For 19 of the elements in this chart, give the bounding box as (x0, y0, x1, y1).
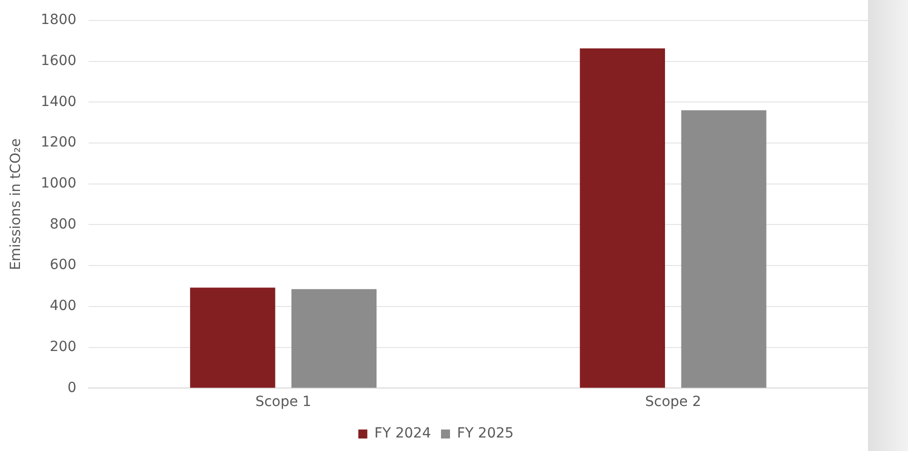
bar (681, 110, 766, 388)
y-tick-label: 800 (50, 216, 76, 232)
legend-label: FY 2024 (374, 426, 432, 442)
x-tick-label: Scope 1 (255, 394, 312, 410)
y-tick-label: 1000 (40, 176, 76, 192)
y-tick-label: 1600 (40, 52, 76, 69)
y-tick-label: 400 (50, 298, 76, 314)
y-tick-label: 200 (50, 338, 76, 355)
bar (291, 289, 377, 388)
x-tick-label: Scope 2 (645, 394, 702, 410)
y-tick-label: 600 (50, 257, 76, 274)
y-tick-label: 0 (68, 380, 76, 396)
bar (580, 48, 665, 388)
y-axis-title: Emissions in tCO₂e (8, 138, 24, 270)
legend-label: FY 2025 (457, 426, 514, 442)
y-tick-label: 1200 (40, 134, 76, 151)
bar (190, 288, 276, 388)
y-tick-label: 1800 (40, 12, 76, 28)
y-tick-label: 1400 (40, 94, 76, 110)
